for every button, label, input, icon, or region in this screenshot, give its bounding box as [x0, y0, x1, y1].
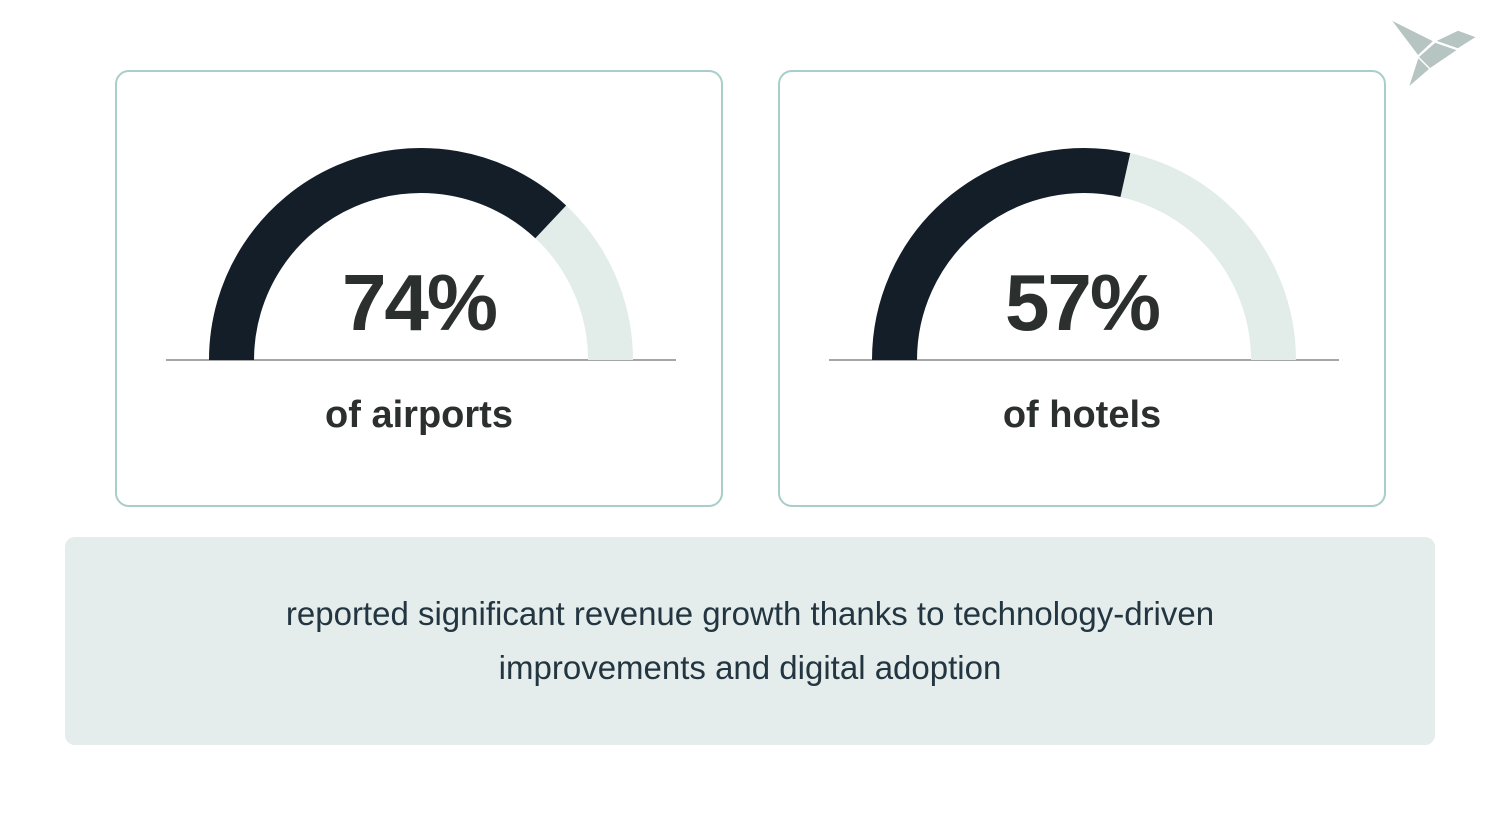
summary-text-line1: reported significant revenue growth than…	[285, 595, 1215, 632]
bird-wing-facet	[1389, 18, 1435, 57]
origami-bird-logo	[1389, 18, 1478, 89]
summary-text-line2: improvements and digital adoption	[498, 649, 1002, 686]
bird-head-facet	[1434, 29, 1478, 50]
summary-box: reported significant revenue growth than…	[65, 537, 1435, 745]
gauge-value-arc	[209, 148, 567, 361]
gauge-percent-label: 57%	[1004, 258, 1161, 347]
bird-tail-facet	[1407, 56, 1431, 89]
gauge-card-airports: 74% of airports	[115, 70, 723, 507]
gauge-chart-hotels	[829, 148, 1339, 361]
gauge-caption-hotels: of hotels	[1002, 394, 1162, 436]
summary-text: reported significant revenue growth than…	[65, 587, 1435, 695]
gauge-caption-airports: of airports	[325, 394, 513, 436]
gauge-chart-airports	[166, 148, 676, 361]
gauge-percent-label: 74%	[341, 258, 498, 347]
gauge-card-hotels: 57% of hotels	[778, 70, 1386, 507]
gauge-value-arc	[872, 148, 1131, 361]
